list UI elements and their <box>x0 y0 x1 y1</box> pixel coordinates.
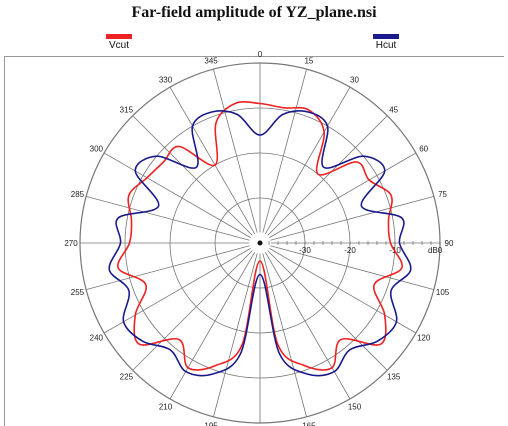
angle-tick-label: 120 <box>417 334 431 343</box>
grid-spoke <box>269 248 417 334</box>
grid-spoke <box>270 245 434 290</box>
grid-spoke <box>213 253 258 417</box>
grid-spoke <box>213 69 258 233</box>
grid-spoke <box>267 115 388 236</box>
series-line-hcut <box>108 110 412 377</box>
chart-title: Far-field amplitude of YZ_plane.nsi <box>131 4 377 21</box>
angle-tick-label: 60 <box>419 145 428 154</box>
plot-frame <box>4 56 504 426</box>
grid-spoke <box>269 152 417 238</box>
grid-spoke <box>265 86 351 234</box>
legend-swatch-vcut <box>106 34 132 39</box>
grid-spoke <box>270 196 434 241</box>
angle-tick-label: 105 <box>436 288 450 297</box>
grid-spoke <box>262 69 307 233</box>
angle-tick-label: 345 <box>204 56 218 65</box>
grid-spoke <box>132 115 253 236</box>
grid-spoke <box>103 152 251 238</box>
angle-tick-label: 90 <box>445 239 454 248</box>
angle-tick-label: 225 <box>120 373 134 382</box>
angle-tick-label: 165 <box>302 422 316 426</box>
legend-item-vcut: Vcut <box>89 34 149 51</box>
angle-tick-label: 45 <box>389 105 398 114</box>
legend-label-hcut: Hcut <box>375 40 397 51</box>
grid-spoke <box>132 250 253 371</box>
angle-tick-label: 330 <box>159 75 173 84</box>
grid-spoke <box>262 253 307 417</box>
angle-tick-label: 75 <box>438 190 447 199</box>
angle-tick-label: 285 <box>71 190 85 199</box>
angle-tick-label: 150 <box>348 403 362 412</box>
legend-label-vcut: Vcut <box>108 40 129 51</box>
series-line-vcut <box>117 101 403 371</box>
angle-tick-label: 15 <box>304 56 313 65</box>
grid-spoke <box>169 252 255 400</box>
grid-spoke <box>103 248 251 334</box>
radial-tick-label: -30 <box>299 246 311 255</box>
angle-tick-label: 255 <box>71 288 85 297</box>
angle-tick-label: 30 <box>350 75 359 84</box>
grid-spoke <box>169 86 255 234</box>
angle-tick-label: 195 <box>204 422 218 426</box>
radial-tick-label: 0 <box>438 246 443 255</box>
angle-tick-label: 300 <box>90 145 104 154</box>
legend-item-hcut: Hcut <box>356 34 416 51</box>
grid-spoke <box>86 245 250 290</box>
grid-spoke <box>86 196 250 241</box>
radial-unit-label: dB <box>428 246 438 255</box>
angle-tick-label: 0 <box>258 50 263 59</box>
angle-tick-label: 315 <box>120 105 134 114</box>
grid-spoke <box>267 250 388 371</box>
angle-tick-label: 270 <box>64 239 78 248</box>
angle-tick-label: 240 <box>90 334 104 343</box>
grid-spoke <box>265 252 351 400</box>
center-dot <box>257 240 263 246</box>
angle-tick-label: 210 <box>159 403 173 412</box>
angle-tick-label: 135 <box>387 373 401 382</box>
radial-tick-label: -20 <box>344 246 356 255</box>
legend-swatch-hcut <box>373 34 399 39</box>
